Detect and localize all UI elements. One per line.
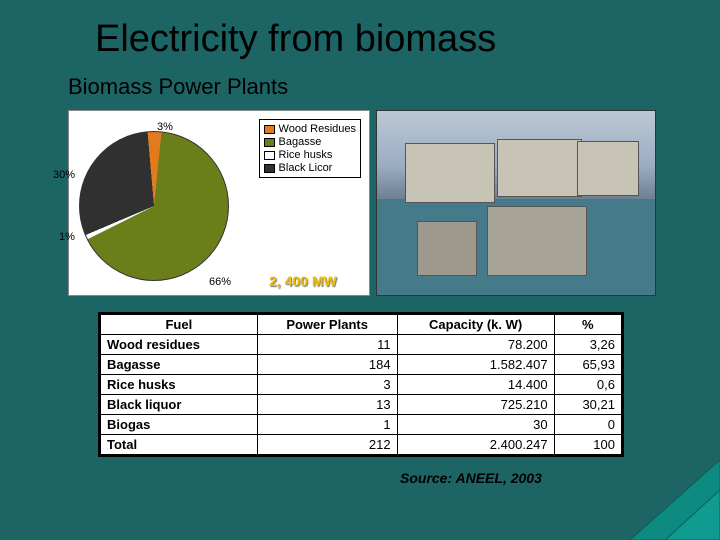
plant-photo	[376, 110, 656, 296]
legend-item: Wood Residues	[264, 123, 356, 135]
slide-accent	[600, 450, 720, 540]
pie-label-black: 30%	[53, 169, 75, 181]
table-cell: Biogas	[101, 415, 258, 435]
table-cell: 30,21	[554, 395, 621, 415]
table-cell: 212	[257, 435, 397, 455]
table-cell: Black liquor	[101, 395, 258, 415]
capacity-badge: 2, 400 MW	[269, 273, 337, 289]
table-cell: 13	[257, 395, 397, 415]
table-header: Power Plants	[257, 315, 397, 335]
legend-swatch	[264, 151, 275, 160]
table-cell: 30	[397, 415, 554, 435]
table-cell: 14.400	[397, 375, 554, 395]
table-row: Biogas1300	[101, 415, 622, 435]
legend-item: Bagasse	[264, 136, 356, 148]
table-row: Black liquor13725.21030,21	[101, 395, 622, 415]
table-cell: Total	[101, 435, 258, 455]
pie-graphic	[79, 131, 229, 281]
legend-swatch	[264, 125, 275, 134]
pie-label-wood: 3%	[157, 121, 173, 133]
pie-label-rice: 1%	[59, 231, 75, 243]
legend-swatch	[264, 164, 275, 173]
table-cell: 0,6	[554, 375, 621, 395]
pie-chart-panel: 3% 66% 1% 30% Wood ResiduesBagasseRice h…	[68, 110, 370, 296]
table-cell: 2.400.247	[397, 435, 554, 455]
table-row: Rice husks314.4000,6	[101, 375, 622, 395]
legend-label: Wood Residues	[279, 123, 356, 135]
source-line: Source: ANEEL, 2003	[400, 470, 542, 486]
legend-label: Rice husks	[279, 149, 333, 161]
table-row: Bagasse1841.582.40765,93	[101, 355, 622, 375]
table-cell: 0	[554, 415, 621, 435]
table-cell: Rice husks	[101, 375, 258, 395]
pie-chart: 3% 66% 1% 30%	[79, 131, 239, 291]
table-cell: 78.200	[397, 335, 554, 355]
legend-item: Black Licor	[264, 162, 356, 174]
legend-item: Rice husks	[264, 149, 356, 161]
fuel-table: FuelPower PlantsCapacity (k. W)% Wood re…	[98, 312, 624, 457]
table-cell: Wood residues	[101, 335, 258, 355]
table-cell: 1	[257, 415, 397, 435]
pie-legend: Wood ResiduesBagasseRice husksBlack Lico…	[259, 119, 361, 178]
table-cell: 184	[257, 355, 397, 375]
table-cell: Bagasse	[101, 355, 258, 375]
table-row: Total2122.400.247100	[101, 435, 622, 455]
table-row: Wood residues1178.2003,26	[101, 335, 622, 355]
legend-swatch	[264, 138, 275, 147]
pie-label-bagasse: 66%	[209, 276, 231, 288]
legend-label: Black Licor	[279, 162, 333, 174]
table-header: %	[554, 315, 621, 335]
table-cell: 11	[257, 335, 397, 355]
table-cell: 65,93	[554, 355, 621, 375]
table-cell: 3,26	[554, 335, 621, 355]
table-cell: 1.582.407	[397, 355, 554, 375]
page-subtitle: Biomass Power Plants	[68, 74, 288, 100]
legend-label: Bagasse	[279, 136, 322, 148]
table-cell: 725.210	[397, 395, 554, 415]
table-header: Fuel	[101, 315, 258, 335]
table-header: Capacity (k. W)	[397, 315, 554, 335]
table-cell: 3	[257, 375, 397, 395]
page-title: Electricity from biomass	[95, 18, 496, 61]
